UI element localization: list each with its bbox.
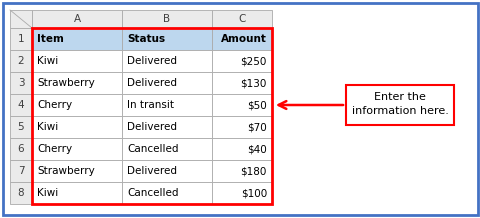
Bar bbox=[10, 94, 32, 116]
Bar bbox=[32, 10, 122, 28]
Text: B: B bbox=[163, 14, 170, 24]
Text: A: A bbox=[73, 14, 80, 24]
Bar bbox=[32, 182, 122, 204]
Text: Kiwi: Kiwi bbox=[37, 122, 58, 132]
Text: Kiwi: Kiwi bbox=[37, 56, 58, 66]
Text: $130: $130 bbox=[240, 78, 266, 88]
Bar bbox=[10, 182, 32, 204]
Bar bbox=[32, 72, 122, 94]
Text: 2: 2 bbox=[18, 56, 24, 66]
Bar bbox=[122, 138, 212, 160]
Text: Delivered: Delivered bbox=[127, 78, 177, 88]
Bar bbox=[10, 138, 32, 160]
Text: Cherry: Cherry bbox=[37, 100, 72, 110]
Text: Strawberry: Strawberry bbox=[37, 166, 95, 176]
Bar bbox=[212, 138, 271, 160]
Bar bbox=[122, 94, 212, 116]
Text: 3: 3 bbox=[18, 78, 24, 88]
Text: 5: 5 bbox=[18, 122, 24, 132]
Text: Cherry: Cherry bbox=[37, 144, 72, 154]
Bar bbox=[212, 50, 271, 72]
Bar bbox=[10, 10, 32, 28]
Text: Delivered: Delivered bbox=[127, 56, 177, 66]
Text: 1: 1 bbox=[18, 34, 24, 44]
Bar bbox=[122, 160, 212, 182]
Bar bbox=[122, 10, 212, 28]
Text: Delivered: Delivered bbox=[127, 166, 177, 176]
Text: Strawberry: Strawberry bbox=[37, 78, 95, 88]
Text: $250: $250 bbox=[240, 56, 266, 66]
Bar bbox=[212, 10, 271, 28]
Text: $40: $40 bbox=[247, 144, 266, 154]
Text: 4: 4 bbox=[18, 100, 24, 110]
Text: Amount: Amount bbox=[221, 34, 266, 44]
Bar bbox=[32, 116, 122, 138]
Bar bbox=[212, 94, 271, 116]
Text: Status: Status bbox=[127, 34, 165, 44]
Bar bbox=[212, 160, 271, 182]
Text: Cancelled: Cancelled bbox=[127, 144, 178, 154]
Bar bbox=[32, 138, 122, 160]
Bar bbox=[122, 182, 212, 204]
Bar bbox=[32, 50, 122, 72]
Bar bbox=[10, 72, 32, 94]
Text: Enter the
information here.: Enter the information here. bbox=[351, 92, 447, 116]
Text: 7: 7 bbox=[18, 166, 24, 176]
Text: 6: 6 bbox=[18, 144, 24, 154]
Bar bbox=[212, 116, 271, 138]
Text: Delivered: Delivered bbox=[127, 122, 177, 132]
Bar bbox=[122, 116, 212, 138]
Bar bbox=[32, 28, 271, 204]
Bar bbox=[122, 28, 212, 50]
Bar bbox=[32, 94, 122, 116]
Bar bbox=[212, 182, 271, 204]
Bar bbox=[212, 28, 271, 50]
Text: $180: $180 bbox=[240, 166, 266, 176]
Bar bbox=[32, 28, 122, 50]
Bar bbox=[10, 160, 32, 182]
Text: In transit: In transit bbox=[127, 100, 174, 110]
Text: $100: $100 bbox=[240, 188, 266, 198]
Text: Cancelled: Cancelled bbox=[127, 188, 178, 198]
Bar bbox=[212, 72, 271, 94]
Text: $70: $70 bbox=[247, 122, 266, 132]
FancyBboxPatch shape bbox=[345, 85, 453, 125]
Bar bbox=[10, 28, 32, 50]
Text: Kiwi: Kiwi bbox=[37, 188, 58, 198]
Text: $50: $50 bbox=[247, 100, 266, 110]
Bar bbox=[10, 116, 32, 138]
Text: 8: 8 bbox=[18, 188, 24, 198]
Bar bbox=[122, 72, 212, 94]
Text: Item: Item bbox=[37, 34, 64, 44]
Text: C: C bbox=[238, 14, 245, 24]
Bar bbox=[32, 160, 122, 182]
Bar bbox=[10, 50, 32, 72]
Bar bbox=[122, 50, 212, 72]
